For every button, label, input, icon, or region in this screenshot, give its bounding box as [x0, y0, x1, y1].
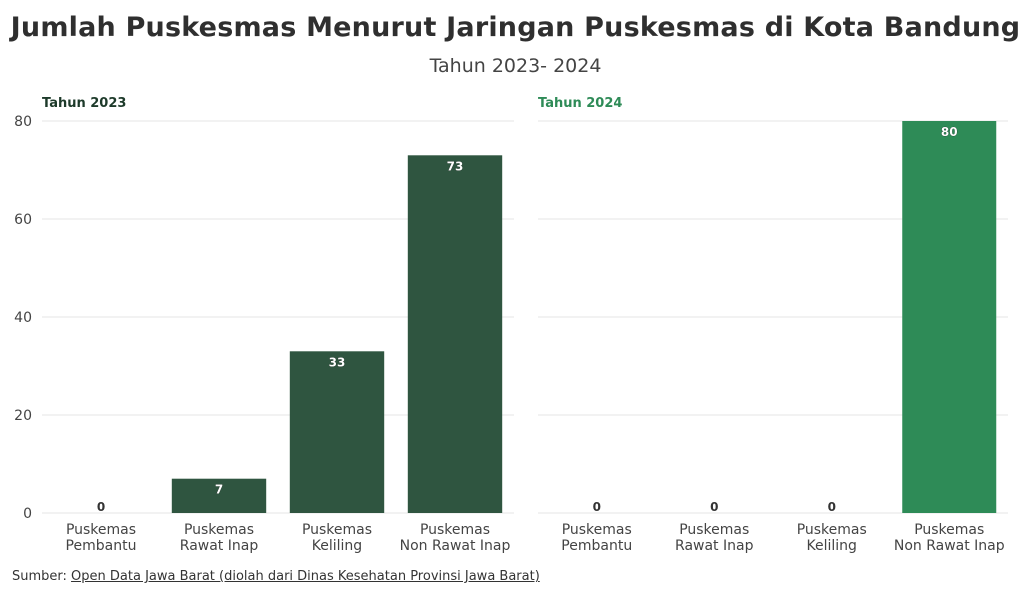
- x-tick-label: Keliling: [807, 538, 857, 554]
- y-tick-label: 20: [14, 408, 32, 424]
- panel-title: Tahun 2023: [42, 96, 126, 111]
- bar-value-label: 0: [828, 500, 836, 514]
- x-tick-label: Keliling: [312, 538, 362, 554]
- bar: [902, 121, 997, 513]
- source-link[interactable]: Open Data Jawa Barat (diolah dari Dinas …: [71, 569, 540, 584]
- y-tick-label: 0: [23, 506, 32, 522]
- bar-value-label: 7: [215, 483, 223, 497]
- x-tick-label: Puskemas: [302, 522, 372, 538]
- x-tick-label: Puskemas: [420, 522, 490, 538]
- y-tick-label: 40: [14, 310, 32, 326]
- x-tick-label: Puskemas: [797, 522, 867, 538]
- x-tick-label: Puskemas: [184, 522, 254, 538]
- x-tick-label: Pembantu: [561, 538, 632, 554]
- y-tick-label: 60: [14, 212, 32, 228]
- bar-value-label: 33: [329, 355, 346, 369]
- chart-subtitle: Tahun 2023- 2024: [429, 55, 602, 77]
- panel-title: Tahun 2024: [538, 96, 622, 111]
- x-tick-label: Non Rawat Inap: [400, 538, 511, 554]
- bar: [407, 155, 503, 514]
- source-note: Sumber: Open Data Jawa Barat (diolah dar…: [12, 569, 540, 584]
- chart-title: Jumlah Puskesmas Menurut Jaringan Puskes…: [10, 12, 1021, 43]
- bar-value-label: 80: [941, 125, 958, 139]
- x-tick-label: Rawat Inap: [675, 538, 754, 554]
- bar: [289, 351, 385, 513]
- y-tick-label: 80: [14, 114, 32, 130]
- bar-value-label: 73: [447, 159, 464, 173]
- x-tick-label: Pembantu: [66, 538, 137, 554]
- x-tick-label: Puskemas: [66, 522, 136, 538]
- bar-value-label: 0: [710, 500, 718, 514]
- bar-value-label: 0: [593, 500, 601, 514]
- x-tick-label: Rawat Inap: [180, 538, 259, 554]
- source-prefix: Sumber:: [12, 569, 67, 584]
- x-tick-label: Puskemas: [562, 522, 632, 538]
- x-tick-label: Puskemas: [914, 522, 984, 538]
- x-tick-label: Non Rawat Inap: [894, 538, 1005, 554]
- x-tick-label: Puskemas: [679, 522, 749, 538]
- bar: [171, 478, 267, 513]
- bar-value-label: 0: [97, 500, 105, 514]
